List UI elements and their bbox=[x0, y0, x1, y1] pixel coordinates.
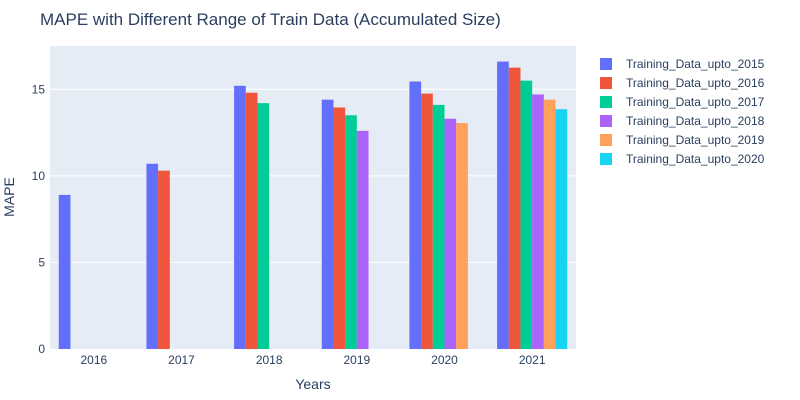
x-tick-label: 2017 bbox=[168, 353, 195, 367]
x-tick-labels: 2016 2017 2018 2019 2020 2021 bbox=[80, 353, 545, 367]
bar-2017-training_data_upto_2016[interactable] bbox=[158, 170, 170, 349]
x-tick-label: 2021 bbox=[519, 353, 546, 367]
bar-2020-training_data_upto_2016[interactable] bbox=[421, 93, 433, 349]
y-tick-label: 0 bbox=[38, 342, 45, 356]
legend-item-label[interactable]: Training_Data_upto_2015 bbox=[626, 57, 765, 71]
plot-area bbox=[50, 46, 576, 349]
bar-2019-training_data_upto_2017[interactable] bbox=[345, 115, 357, 349]
bar-2020-training_data_upto_2015[interactable] bbox=[409, 81, 422, 350]
legend: Training_Data_upto_2015 Training_Data_upt… bbox=[600, 57, 765, 166]
legend-item-label[interactable]: Training_Data_upto_2016 bbox=[626, 76, 765, 90]
x-axis-title: Years bbox=[295, 376, 330, 392]
legend-swatch bbox=[600, 134, 612, 146]
x-tick-label: 2020 bbox=[431, 353, 458, 367]
bar-2021-training_data_upto_2017[interactable] bbox=[520, 80, 533, 349]
y-axis-title: MAPE bbox=[1, 177, 17, 217]
bars bbox=[58, 61, 568, 350]
bar-2020-training_data_upto_2018[interactable] bbox=[444, 118, 457, 349]
bar-2018-training_data_upto_2017[interactable] bbox=[257, 103, 270, 349]
legend-item-label[interactable]: Training_Data_upto_2020 bbox=[626, 152, 765, 166]
y-tick-label: 10 bbox=[32, 169, 46, 183]
x-tick-label: 2016 bbox=[80, 353, 107, 367]
bar-2021-training_data_upto_2015[interactable] bbox=[497, 61, 509, 349]
bar-2021-training_data_upto_2016[interactable] bbox=[508, 67, 521, 349]
bar-2019-training_data_upto_2015[interactable] bbox=[321, 99, 334, 349]
bar-2020-training_data_upto_2019[interactable] bbox=[456, 123, 468, 349]
legend-item-label[interactable]: Training_Data_upto_2018 bbox=[626, 114, 765, 128]
chart-title: MAPE with Different Range of Train Data … bbox=[40, 10, 501, 29]
bar-2018-training_data_upto_2015[interactable] bbox=[234, 85, 246, 349]
bar-2016-training_data_upto_2015[interactable] bbox=[58, 194, 71, 349]
bar-2019-training_data_upto_2018[interactable] bbox=[356, 130, 369, 349]
x-tick-label: 2019 bbox=[343, 353, 370, 367]
bar-2021-training_data_upto_2019[interactable] bbox=[543, 99, 556, 349]
legend-swatch bbox=[600, 153, 612, 165]
y-tick-labels: 0 5 10 15 bbox=[32, 82, 46, 356]
legend-swatch bbox=[600, 58, 612, 70]
gridlines bbox=[50, 88, 576, 263]
legend-swatch bbox=[600, 77, 612, 89]
bar-2020-training_data_upto_2017[interactable] bbox=[432, 104, 445, 350]
legend-item-label[interactable]: Training_Data_upto_2019 bbox=[626, 133, 765, 147]
bar-2019-training_data_upto_2016[interactable] bbox=[333, 107, 346, 349]
bar-2017-training_data_upto_2015[interactable] bbox=[146, 163, 159, 349]
bar-2021-training_data_upto_2018[interactable] bbox=[532, 94, 544, 349]
y-tick-label: 5 bbox=[38, 255, 45, 269]
bar-2021-training_data_upto_2020[interactable] bbox=[555, 109, 568, 349]
x-tick-label: 2018 bbox=[256, 353, 283, 367]
bar-2018-training_data_upto_2016[interactable] bbox=[245, 92, 258, 349]
legend-swatch bbox=[600, 115, 612, 127]
legend-swatch bbox=[600, 96, 612, 108]
legend-item-label[interactable]: Training_Data_upto_2017 bbox=[626, 95, 765, 109]
y-tick-label: 15 bbox=[32, 82, 46, 96]
